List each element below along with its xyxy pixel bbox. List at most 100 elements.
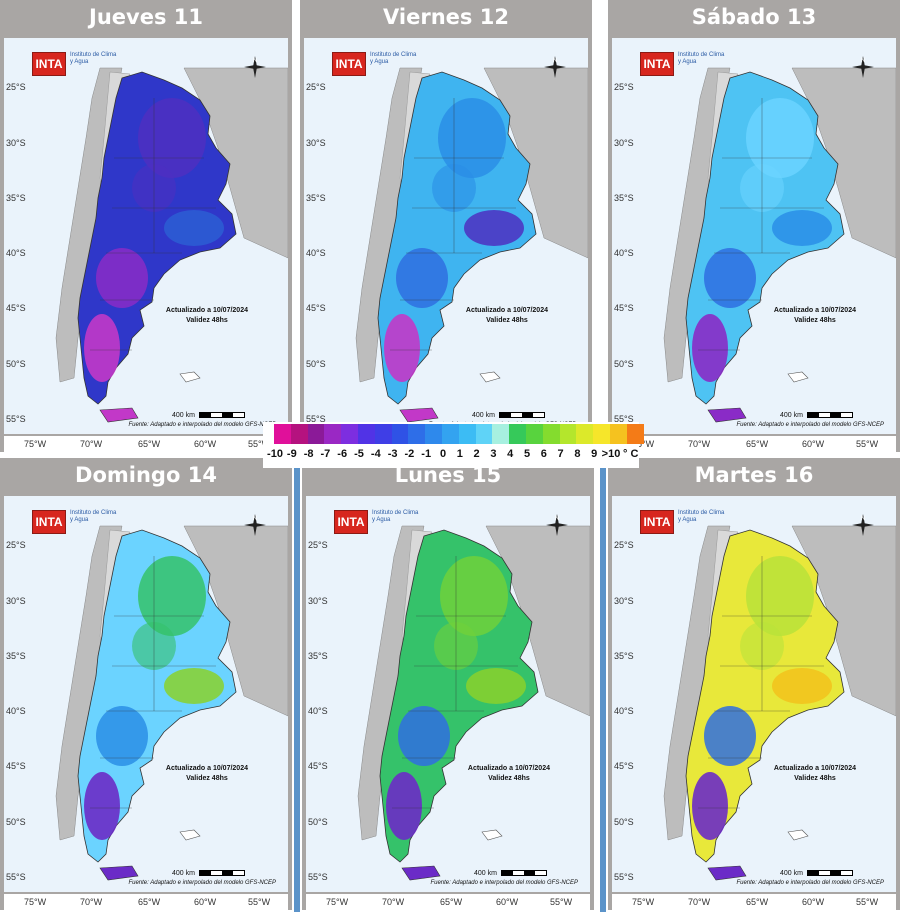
updated-date: Actualizado a 10/07/2024 xyxy=(165,307,248,314)
source-note: Fuente: Adaptado e interpolado del model… xyxy=(736,880,884,886)
latitude-label: 25°S xyxy=(6,540,26,550)
longitude-label: 55°W xyxy=(550,897,573,907)
updated-date: Actualizado a 10/07/2024 xyxy=(467,765,550,772)
latitude-label: 45°S xyxy=(6,303,26,313)
north-arrow-icon: N xyxy=(852,514,874,536)
legend-label: -9 xyxy=(286,448,297,460)
map-graphic xyxy=(612,38,896,434)
latitude-label: 55°S xyxy=(614,414,634,424)
latitude-label: 35°S xyxy=(6,193,26,203)
legend-swatch xyxy=(525,424,543,444)
longitude-label: 55°W xyxy=(248,439,271,449)
legend-swatch xyxy=(576,424,594,444)
north-arrow-icon: N xyxy=(544,56,566,78)
latitude-label: 45°S xyxy=(6,761,26,771)
latitude-label: 35°S xyxy=(306,193,326,203)
update-note: Actualizado a 10/07/2024 Validez 48hs xyxy=(166,764,248,784)
logo-caption: Instituto de Clima y Agua xyxy=(678,510,725,523)
longitude-label: 60°W xyxy=(802,439,825,449)
svg-text:N: N xyxy=(253,516,257,522)
latitude-label: 35°S xyxy=(614,651,634,661)
update-note: Actualizado a 10/07/2024 Validez 48hs xyxy=(166,306,248,326)
temperature-map: INTA Instituto de Clima y Agua N Actuali… xyxy=(306,496,590,892)
source-note: Fuente: Adaptado e interpolado del model… xyxy=(128,880,276,886)
legend-swatch xyxy=(274,424,291,444)
longitude-label: 65°W xyxy=(138,897,161,907)
source-note: Fuente: Adaptado e interpolado del model… xyxy=(430,880,578,886)
longitude-label: 70°W xyxy=(688,439,711,449)
latitude-label: 40°S xyxy=(6,706,26,716)
latitude-label: 50°S xyxy=(306,359,326,369)
legend-swatch xyxy=(290,424,308,444)
legend-swatch xyxy=(374,424,392,444)
map-graphic xyxy=(4,496,288,892)
scale-bar: 400 km xyxy=(474,870,547,877)
temperature-map: INTA Instituto de Clima y Agua N Actuali… xyxy=(304,38,588,434)
legend-label: 7 xyxy=(557,448,564,460)
forecast-panel-6: Martes 16 INTA Instituto de Clima y Agua… xyxy=(608,458,900,910)
legend-label: 2 xyxy=(473,448,480,460)
legend-swatch xyxy=(441,424,459,444)
latitude-label: 50°S xyxy=(614,359,634,369)
latitude-label: 45°S xyxy=(308,761,328,771)
legend-label: 6 xyxy=(540,448,547,460)
panel-day-title: Domingo 14 xyxy=(75,463,217,487)
legend-swatch xyxy=(458,424,476,444)
inta-logo: INTA xyxy=(32,510,66,534)
temperature-legend: ° C -10 -9 -8 -7 -6 -5 -4 -3 -2 -1 0 1 2 3 4 5 6 7 8 9 >10 xyxy=(263,422,644,468)
inta-logo: INTA xyxy=(332,52,366,76)
legend-swatch xyxy=(357,424,375,444)
legend-label: -6 xyxy=(337,448,348,460)
latitude-label: 25°S xyxy=(614,540,634,550)
longitude-label: 60°W xyxy=(802,897,825,907)
map-graphic xyxy=(4,38,288,434)
forecast-panel-3: Sábado 13 INTA Instituto de Clima y Agua… xyxy=(608,0,900,452)
latitude-label: 25°S xyxy=(614,82,634,92)
panel-divider xyxy=(294,462,300,912)
logo-caption: Instituto de Clima y Agua xyxy=(70,510,117,523)
longitude-label: 70°W xyxy=(80,897,103,907)
legend-label: -8 xyxy=(303,448,314,460)
scale-label: 400 km xyxy=(780,412,803,419)
map-graphic xyxy=(306,496,590,892)
legend-label: -2 xyxy=(404,448,415,460)
forecast-panel-1: Jueves 11 INTA Instituto de Clima y Agua… xyxy=(0,0,292,452)
update-note: Actualizado a 10/07/2024 Validez 48hs xyxy=(774,764,856,784)
longitude-axis: 75°W 70°W 65°W 60°W 55°W xyxy=(612,436,896,452)
scale-label: 400 km xyxy=(474,870,497,877)
svg-text:N: N xyxy=(553,58,557,64)
longitude-label: 65°W xyxy=(440,897,463,907)
inta-logo: INTA xyxy=(32,52,66,76)
scale-bar: 400 km xyxy=(472,412,545,419)
legend-label: -5 xyxy=(354,448,364,460)
latitude-label: 25°S xyxy=(6,82,26,92)
latitude-label: 50°S xyxy=(6,359,26,369)
forecast-panel-5: Lunes 15 INTA Instituto de Clima y Agua … xyxy=(302,458,594,910)
source-note: Fuente: Adaptado e interpolado del model… xyxy=(736,422,884,428)
update-note: Actualizado a 10/07/2024 Validez 48hs xyxy=(468,764,550,784)
logo-caption: Instituto de Clima y Agua xyxy=(372,510,419,523)
longitude-label: 75°W xyxy=(632,439,655,449)
svg-text:N: N xyxy=(555,516,559,522)
update-note: Actualizado a 10/07/2024 Validez 48hs xyxy=(466,306,548,326)
map-graphic xyxy=(612,496,896,892)
longitude-label: 55°W xyxy=(248,897,271,907)
legend-label: -3 xyxy=(387,448,398,460)
latitude-label: 55°S xyxy=(308,872,328,882)
latitude-label: 35°S xyxy=(6,651,26,661)
latitude-label: 45°S xyxy=(614,761,634,771)
latitude-label: 45°S xyxy=(306,303,326,313)
longitude-label: 55°W xyxy=(856,439,879,449)
latitude-label: 55°S xyxy=(306,414,326,424)
legend-label: 0 xyxy=(439,448,447,460)
longitude-label: 55°W xyxy=(856,897,879,907)
validity: Validez 48hs xyxy=(186,775,228,782)
panel-day-title: Jueves 11 xyxy=(89,5,203,29)
panel-day-title: Sábado 13 xyxy=(691,5,817,29)
legend-label: -10 xyxy=(267,448,283,460)
forecast-panel-2: Viernes 12 INTA Instituto de Clima y Agu… xyxy=(300,0,592,452)
svg-text:N: N xyxy=(861,516,865,522)
legend-label: 3 xyxy=(490,448,497,460)
temperature-map: INTA Instituto de Clima y Agua N Actuali… xyxy=(4,496,288,892)
scale-bar: 400 km xyxy=(172,412,245,419)
